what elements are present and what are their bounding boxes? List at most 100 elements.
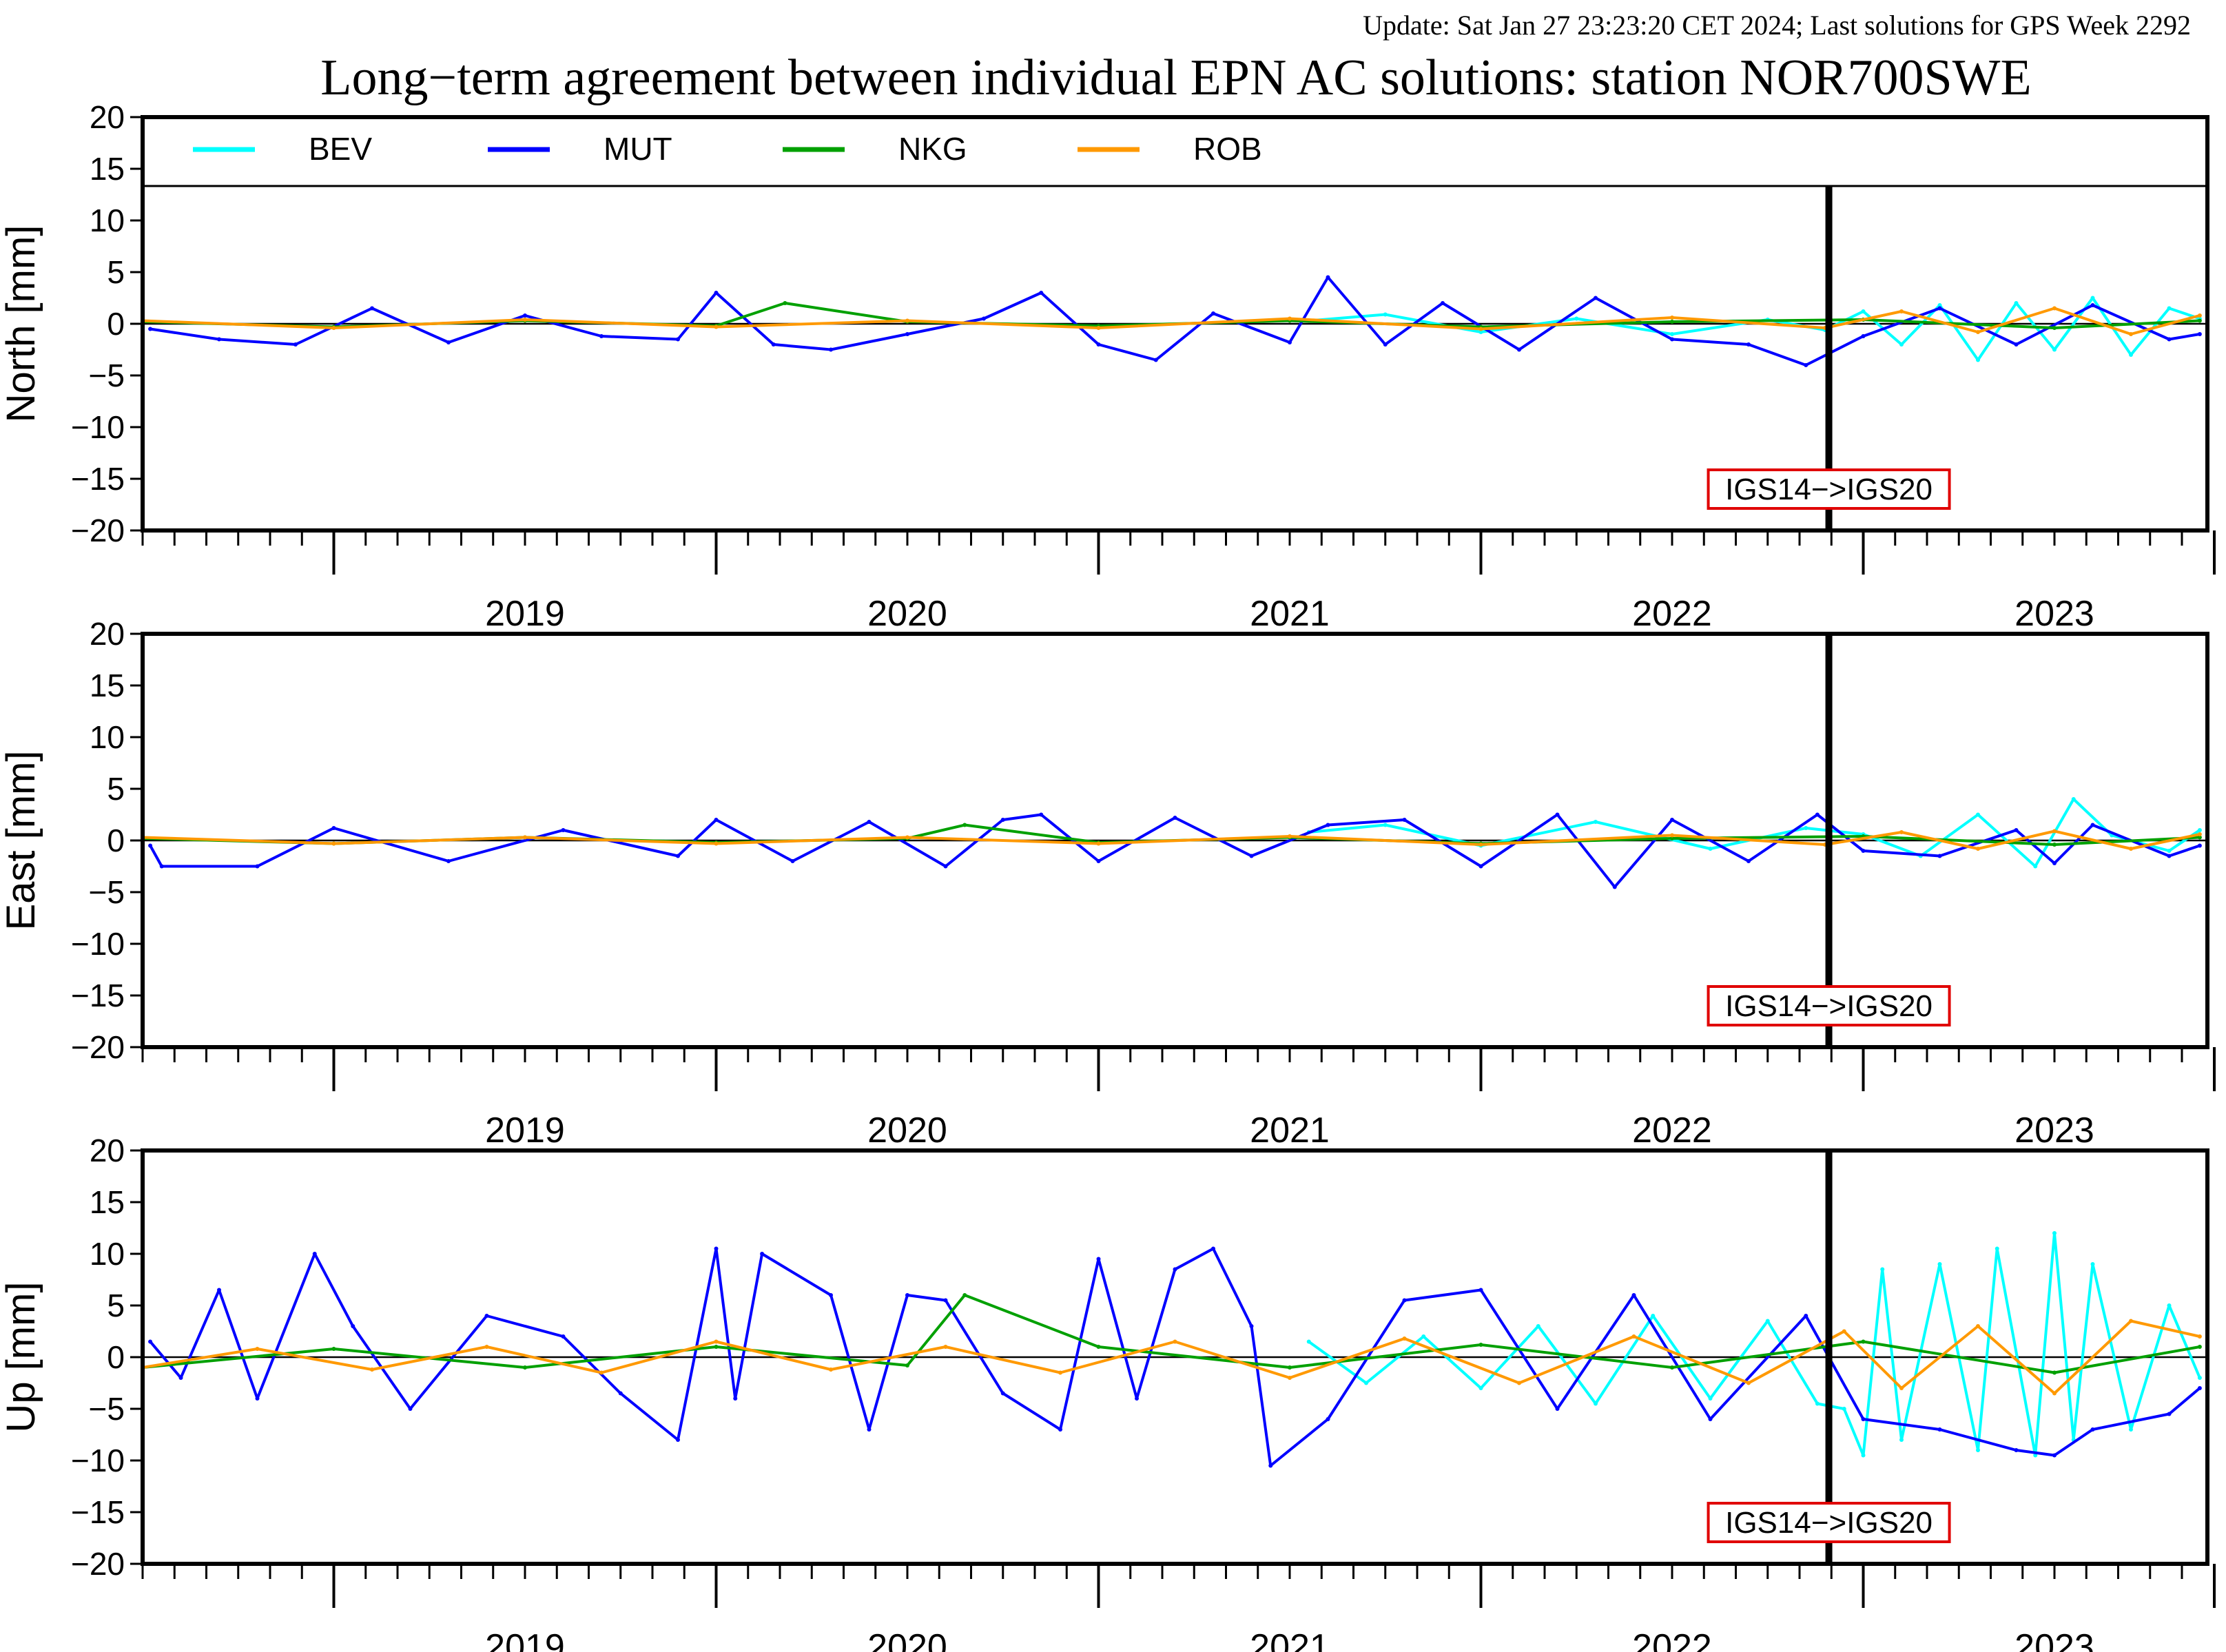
data-point-mut [1211, 1246, 1215, 1251]
data-point-mut [1746, 859, 1751, 863]
data-point-bev [1383, 312, 1388, 317]
data-point-mut [2014, 828, 2019, 832]
data-point-mut [484, 1314, 489, 1318]
data-point-mut [561, 828, 566, 832]
data-point-mut [1402, 1298, 1407, 1303]
y-tick-label: 0 [107, 823, 125, 858]
data-point-bev [1594, 1401, 1598, 1406]
data-point-rob [714, 1339, 719, 1344]
data-point-mut [867, 1427, 872, 1432]
data-point-rob [370, 1367, 374, 1372]
data-point-bev [2197, 1376, 2202, 1380]
data-point-mut [1937, 306, 1942, 311]
data-point-bev [1880, 1267, 1885, 1272]
data-point-mut [982, 316, 986, 321]
y-tick-label: −20 [71, 513, 125, 548]
data-point-rob [2129, 1319, 2133, 1323]
data-point-mut [943, 1298, 948, 1303]
y-tick-label: 20 [90, 99, 125, 135]
data-point-rob [599, 1370, 604, 1375]
frame-change-box [1707, 468, 1951, 510]
data-point-rob [255, 1347, 260, 1351]
y-tick-label: 0 [107, 1339, 125, 1375]
data-point-nkg [714, 1345, 719, 1349]
y-tick-label: −15 [71, 461, 125, 497]
panel-north: BEV MUT NKG ROB IGS14−>IGS20 20 15 10 5 0 −5 −10 −15… [0, 99, 2216, 634]
data-point-mut [943, 864, 948, 869]
data-point-rob [714, 324, 719, 329]
x-tick-label: 2021 [1250, 594, 1330, 634]
data-point-mut [2090, 1427, 2095, 1432]
data-point-mut [1326, 823, 1330, 827]
data-point-mut [1096, 342, 1101, 347]
data-point-nkg [2052, 1370, 2057, 1375]
x-tick-label: 2020 [867, 594, 947, 634]
data-point-mut [1268, 1463, 1273, 1468]
data-point-mut [1555, 812, 1560, 817]
panels-group: BEV MUT NKG ROB IGS14−>IGS20 20 15 10 5 0 −5 −10 −15… [0, 99, 2216, 1652]
data-point-bev [1594, 820, 1598, 824]
data-point-mut [1039, 812, 1044, 817]
data-point-bev [2197, 828, 2202, 832]
data-point-mut [2052, 1453, 2057, 1458]
legend-label-rob: ROB [1193, 131, 1262, 167]
data-point-rob [943, 1345, 948, 1349]
x-tick-label: 2019 [485, 1111, 565, 1150]
y-tick-label: 5 [107, 254, 125, 290]
data-point-bev [1804, 826, 1808, 830]
data-point-rob [523, 835, 527, 840]
data-point-rob [1899, 1386, 1904, 1390]
x-tick-label: 2021 [1250, 1111, 1330, 1150]
data-point-mut [217, 1288, 221, 1292]
data-point-mut [1326, 275, 1330, 280]
data-point-mut [1594, 296, 1598, 300]
data-point-rob [905, 318, 909, 323]
data-point-mut [1441, 301, 1445, 305]
data-point-mut [618, 1391, 623, 1396]
data-point-mut [1804, 363, 1808, 367]
data-point-rob [1976, 847, 1980, 851]
data-point-rob [1096, 326, 1101, 330]
data-point-mut [1249, 854, 1254, 858]
y-tick-label: 15 [90, 668, 125, 703]
data-point-rob [714, 841, 719, 846]
data-point-bev [2167, 1303, 2172, 1308]
data-point-nkg [2052, 326, 2057, 330]
data-point-rob [1670, 833, 1674, 838]
series-line-bev [1308, 1232, 2201, 1457]
frame-change-label: IGS14−>IGS20 [1725, 989, 1933, 1023]
data-point-mut [1670, 818, 1674, 822]
legend-label-bev: BEV [309, 131, 372, 167]
update-line: Update: Sat Jan 27 23:23:20 CET 2024; La… [1363, 10, 2191, 41]
data-point-bev [1306, 1339, 1311, 1344]
data-point-mut [159, 864, 164, 869]
x-tick-label: 2020 [867, 1111, 947, 1150]
data-point-bev [1478, 330, 1483, 334]
data-point-mut [2197, 332, 2202, 336]
y-tick-label: 15 [90, 151, 125, 187]
data-point-mut [446, 859, 451, 863]
data-point-mut [370, 306, 374, 311]
data-point-mut [829, 1293, 833, 1297]
data-point-mut [446, 340, 451, 344]
data-point-mut [771, 342, 776, 347]
data-point-bev [1937, 303, 1942, 307]
frame-change-box [1707, 985, 1951, 1026]
data-point-mut [867, 820, 872, 824]
data-point-rob [1670, 316, 1674, 320]
data-point-mut [714, 818, 719, 822]
data-point-bev [2033, 864, 2038, 869]
data-point-rob [2197, 832, 2202, 836]
data-point-bev [1478, 1386, 1483, 1390]
data-point-mut [2090, 303, 2095, 307]
data-point-rob [1631, 1334, 1636, 1339]
data-point-mut [351, 1324, 355, 1328]
data-point-mut [905, 1293, 909, 1297]
data-point-mut [1670, 337, 1674, 342]
data-point-bev [1995, 1246, 1999, 1251]
y-tick-label: 0 [107, 306, 125, 342]
x-tick-label: 2022 [1632, 594, 1712, 634]
data-point-mut [676, 337, 680, 342]
data-point-nkg [2197, 1345, 2202, 1349]
